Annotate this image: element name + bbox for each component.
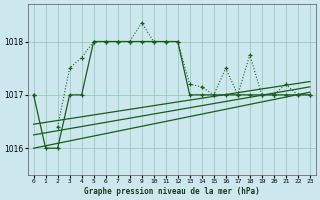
X-axis label: Graphe pression niveau de la mer (hPa): Graphe pression niveau de la mer (hPa) — [84, 187, 260, 196]
